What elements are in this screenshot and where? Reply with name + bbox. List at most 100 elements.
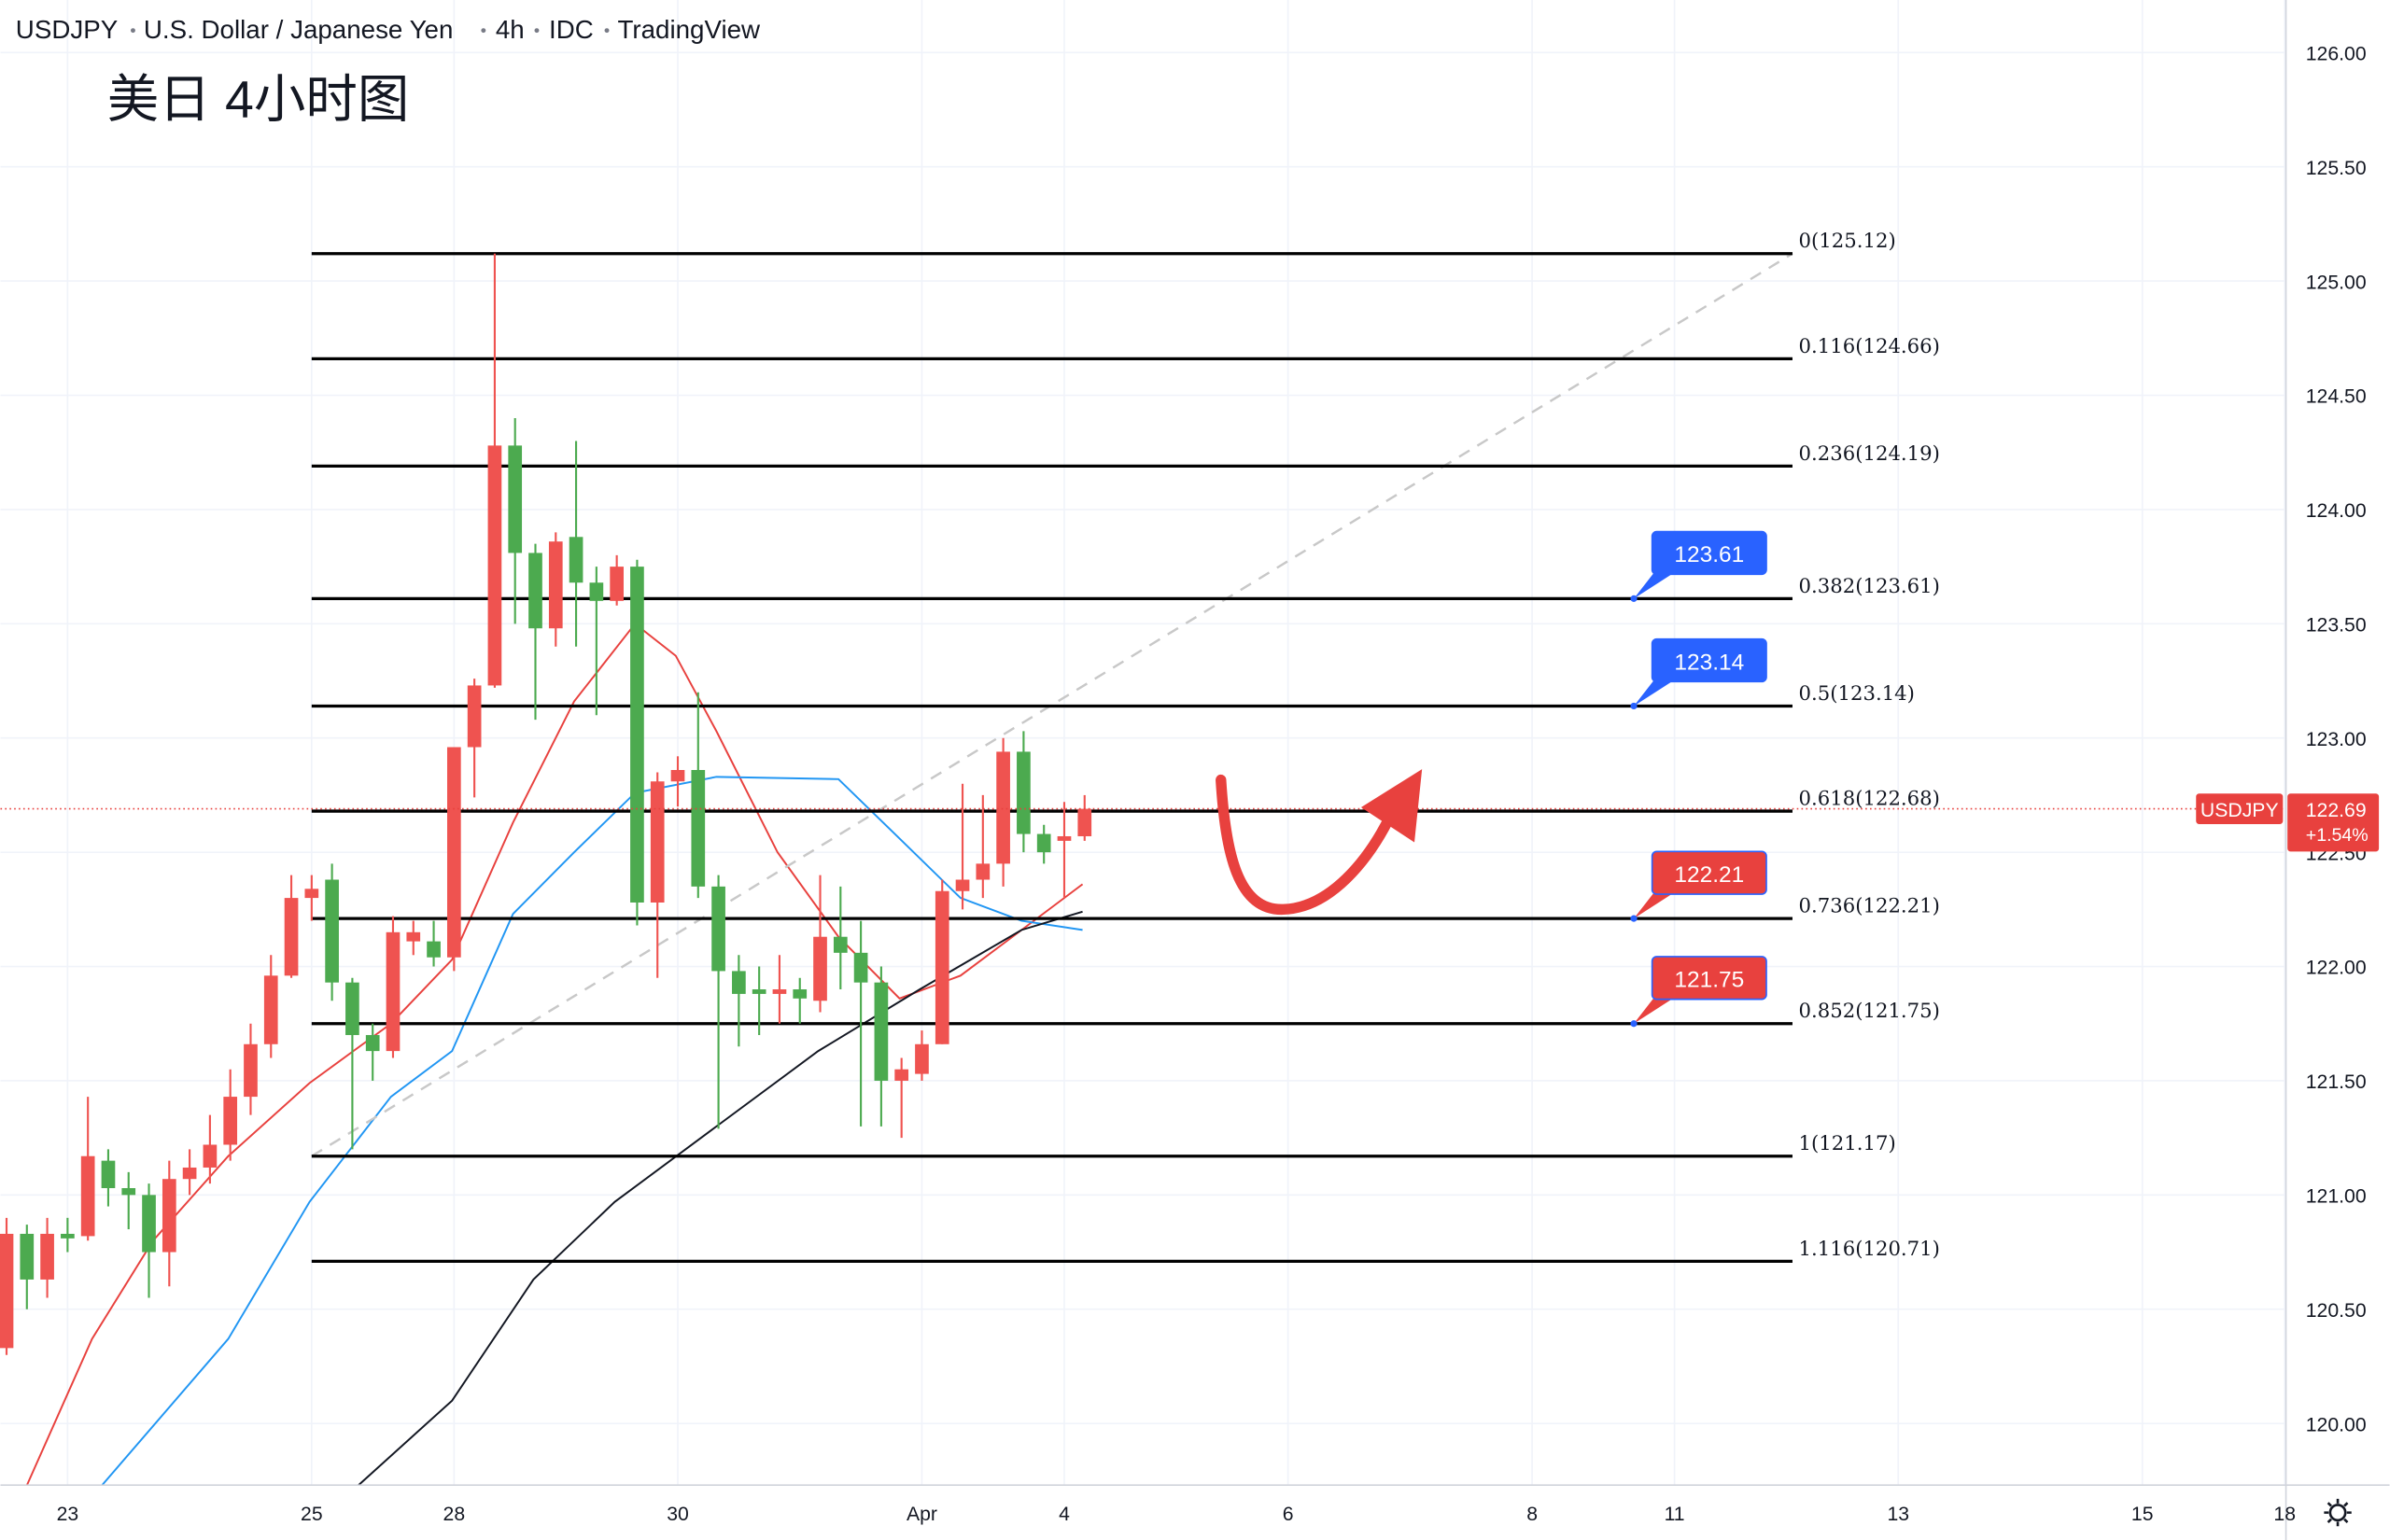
candle-body (670, 770, 685, 782)
exchange: IDC (549, 15, 594, 44)
x-tick-label: 18 (2273, 1504, 2296, 1525)
y-tick-label: 124.50 (2306, 386, 2367, 408)
candle-body (20, 1233, 35, 1280)
symbol-tag-label: USDJPY (2200, 800, 2279, 821)
y-tick-label: 120.50 (2306, 1300, 2367, 1322)
candle-body (935, 890, 949, 1044)
candle-body (528, 553, 542, 629)
callout-box (1651, 530, 1767, 576)
y-tick-label: 121.50 (2306, 1071, 2367, 1093)
x-tick-label: 8 (1526, 1504, 1538, 1525)
fib-level-label: 0.236(124.19) (1799, 442, 1940, 466)
candle-body (223, 1097, 238, 1145)
candle-body (833, 936, 848, 953)
candle-body (446, 747, 461, 958)
candle-body (427, 941, 441, 958)
candle-body (325, 879, 339, 983)
candle-body (793, 989, 808, 999)
candle-body (467, 685, 482, 748)
candle-body (284, 898, 299, 976)
y-tick-label: 122.00 (2306, 958, 2367, 979)
candle-body (101, 1160, 116, 1188)
chart-title: 美日 4小时图 (107, 71, 410, 129)
callout-box (1651, 637, 1767, 683)
candle-body (630, 567, 644, 903)
candle-body (711, 886, 725, 972)
candle-body (772, 989, 787, 994)
y-tick-label: 125.00 (2306, 272, 2367, 293)
candle-body (691, 770, 706, 887)
x-tick-label: 15 (2131, 1504, 2154, 1525)
settings-icon (2328, 1504, 2347, 1522)
candle-body (40, 1233, 54, 1280)
annotation-arrow (1216, 774, 1399, 916)
candle-body (996, 751, 1010, 864)
fib-level-label: 0.618(122.68) (1799, 788, 1940, 811)
y-tick-label: 125.50 (2306, 158, 2367, 179)
y-tick-label: 126.00 (2306, 43, 2367, 64)
x-tick-label: 30 (667, 1504, 689, 1525)
x-tick-label: 28 (443, 1504, 466, 1525)
last-price-label: 122.69 (2306, 800, 2367, 821)
candle-body (569, 537, 583, 583)
fib-level-label: 0.382(123.61) (1799, 575, 1940, 598)
fib-level-label: 0.5(123.14) (1799, 682, 1915, 706)
candle-body (650, 781, 665, 903)
x-tick-label: 4 (1059, 1504, 1070, 1525)
candle-body (548, 541, 563, 629)
x-tick-label: 13 (1887, 1504, 1909, 1525)
y-tick-label: 123.50 (2306, 614, 2367, 636)
candle-body (508, 445, 523, 553)
provider: TradingView (617, 15, 761, 44)
candle-body (1036, 833, 1051, 853)
callout-label: 123.14 (1674, 650, 1744, 675)
separator (131, 28, 135, 34)
last-price-tag (2287, 793, 2380, 852)
candle-body (487, 445, 502, 686)
candle-body (813, 936, 827, 1001)
candle-body (874, 982, 889, 1081)
candle-body (263, 975, 278, 1044)
callout-anchor (1630, 702, 1638, 710)
candle-body (121, 1187, 136, 1196)
candle-body (203, 1144, 218, 1168)
y-tick-label: 121.00 (2306, 1186, 2367, 1208)
candle-body (244, 1043, 258, 1098)
annotation-arrowhead (1360, 769, 1423, 843)
interval: 4h (496, 15, 525, 44)
x-tick-label: 23 (57, 1504, 79, 1525)
candle-body (162, 1179, 176, 1253)
separator (604, 28, 610, 34)
fib-level-label: 0.116(124.66) (1799, 335, 1940, 358)
candle-body (142, 1195, 156, 1253)
candle-body (304, 889, 319, 899)
grid (0, 0, 2286, 1486)
separator (534, 28, 540, 34)
candle-body (915, 1043, 929, 1074)
price-callout: 121.75 (1630, 956, 1767, 1028)
candle-body (80, 1155, 95, 1237)
callout-box (1651, 956, 1767, 1001)
fib-trend-line (311, 252, 1793, 1157)
callout-label: 121.75 (1674, 968, 1744, 993)
moving-average (358, 910, 1083, 1486)
callout-anchor (1630, 595, 1638, 602)
last-price-change: +1.54% (2306, 825, 2369, 846)
settings-button[interactable] (2324, 1498, 2352, 1527)
fib-level-label: 0.852(121.75) (1799, 1000, 1940, 1023)
candle-body (61, 1233, 75, 1239)
separator (481, 28, 486, 34)
plot (0, 252, 2286, 1486)
callout-anchor (1630, 915, 1638, 922)
candle-body (732, 971, 746, 994)
y-tick-label: 120.00 (2306, 1414, 2367, 1435)
candle-body (386, 931, 401, 1052)
callout-pointer (1634, 996, 1677, 1024)
candle-body (406, 931, 421, 942)
x-tick-label: 25 (301, 1504, 323, 1525)
symbol-description: U.S. Dollar / Japanese Yen (144, 15, 453, 44)
symbol: USDJPY (16, 15, 118, 44)
